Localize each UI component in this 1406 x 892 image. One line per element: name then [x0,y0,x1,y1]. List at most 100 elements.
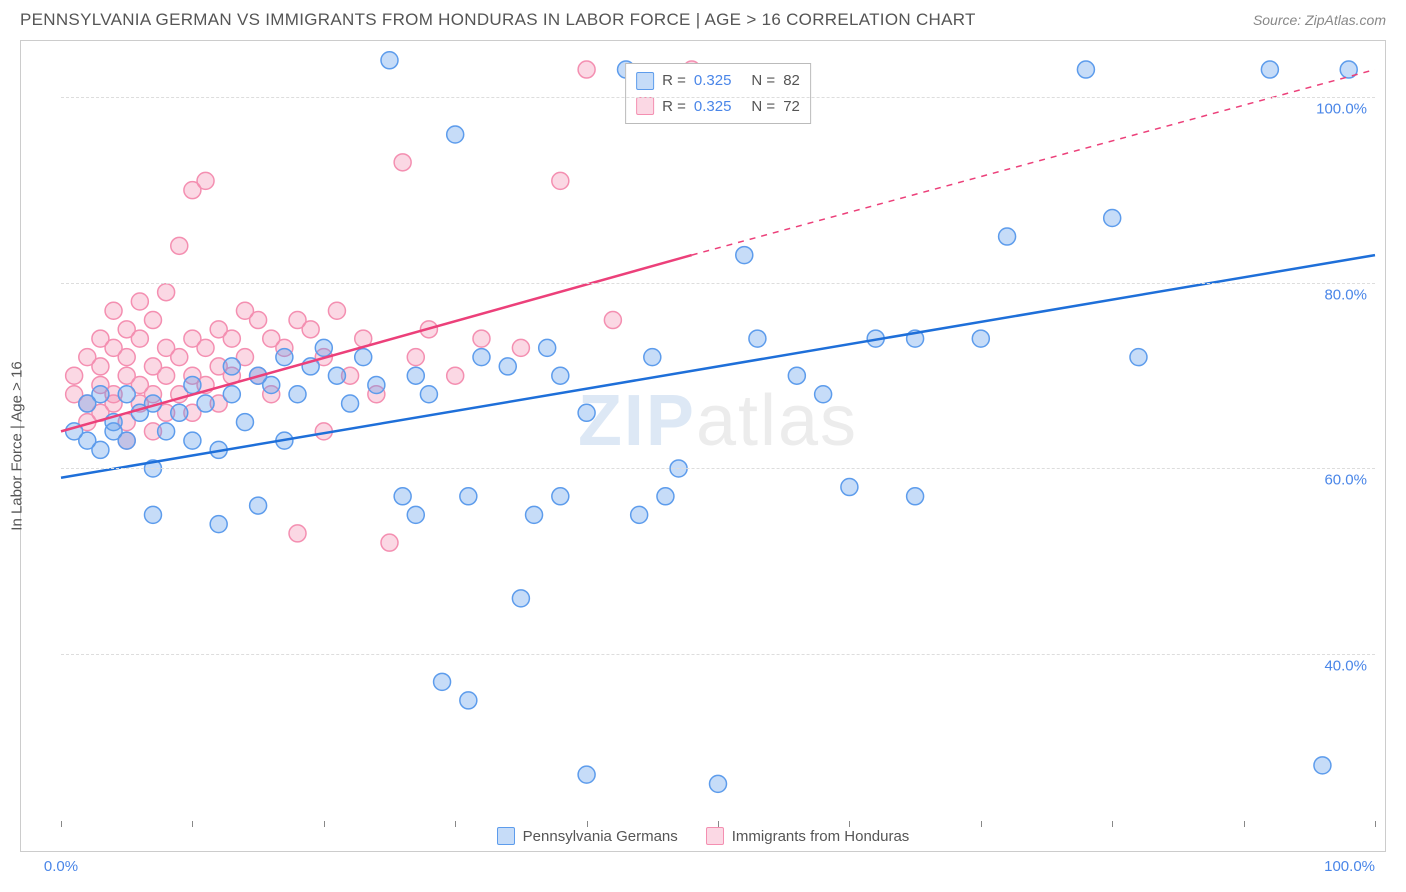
marker-blue [539,339,556,356]
marker-blue [749,330,766,347]
legend-swatch-pink [706,827,724,845]
marker-blue [1104,209,1121,226]
marker-pink [144,312,161,329]
stat-r-value: 0.325 [694,68,732,94]
marker-blue [184,376,201,393]
marker-pink [604,312,621,329]
marker-blue [644,349,661,366]
marker-blue [223,386,240,403]
marker-blue [1314,757,1331,774]
marker-blue [276,349,293,366]
legend-item-blue: Pennsylvania Germans [497,827,678,845]
marker-pink [66,367,83,384]
marker-blue [92,386,109,403]
stat-n-label: N = [751,68,775,94]
marker-pink [197,172,214,189]
ytick-label: 60.0% [1324,472,1367,489]
marker-blue [460,692,477,709]
marker-pink [92,358,109,375]
marker-blue [526,506,543,523]
marker-blue [407,367,424,384]
legend-swatch-pink [636,97,654,115]
marker-blue [710,775,727,792]
marker-blue [381,52,398,69]
marker-blue [512,590,529,607]
marker-blue [158,423,175,440]
marker-blue [407,506,424,523]
marker-blue [841,479,858,496]
marker-pink [171,349,188,366]
ytick-label: 80.0% [1324,286,1367,303]
trendline-blue [61,255,1375,478]
marker-pink [394,154,411,171]
marker-blue [999,228,1016,245]
gridline [61,468,1375,469]
legend-swatch-blue [497,827,515,845]
marker-pink [289,525,306,542]
marker-pink [447,367,464,384]
marker-blue [236,414,253,431]
marker-blue [631,506,648,523]
marker-blue [552,488,569,505]
plot-area: ZIPatlas R = 0.325 N = 82 R = 0.325 N = … [61,51,1375,821]
stats-legend: R = 0.325 N = 82 R = 0.325 N = 72 [625,63,811,124]
gridline [61,283,1375,284]
marker-blue [118,432,135,449]
marker-blue [1077,61,1094,78]
marker-blue [657,488,674,505]
marker-pink [158,367,175,384]
marker-pink [223,330,240,347]
marker-pink [512,339,529,356]
source-label: Source: ZipAtlas.com [1253,12,1386,28]
marker-pink [578,61,595,78]
footer-legend: Pennsylvania Germans Immigrants from Hon… [21,827,1385,845]
stat-r-label: R = [662,68,686,94]
marker-pink [118,349,135,366]
marker-blue [447,126,464,143]
stats-row-blue: R = 0.325 N = 82 [636,68,800,94]
plot-svg [61,51,1375,821]
legend-swatch-blue [636,72,654,90]
marker-pink [105,302,122,319]
marker-blue [499,358,516,375]
marker-blue [578,766,595,783]
marker-pink [131,330,148,347]
marker-pink [250,312,267,329]
marker-blue [788,367,805,384]
marker-blue [342,395,359,412]
xtick-label-right: 100.0% [1324,858,1375,875]
marker-blue [552,367,569,384]
chart-title: PENNSYLVANIA GERMAN VS IMMIGRANTS FROM H… [20,10,976,30]
marker-blue [144,506,161,523]
marker-blue [815,386,832,403]
legend-label: Pennsylvania Germans [523,828,678,845]
xtick-label-left: 0.0% [44,858,78,875]
gridline [61,654,1375,655]
marker-blue [263,376,280,393]
marker-pink [131,293,148,310]
marker-blue [1261,61,1278,78]
marker-blue [368,376,385,393]
trendline-pink-solid [61,255,692,431]
marker-pink [552,172,569,189]
marker-blue [92,441,109,458]
marker-blue [197,395,214,412]
ytick-label: 100.0% [1316,101,1367,118]
marker-pink [171,237,188,254]
marker-blue [907,488,924,505]
marker-blue [420,386,437,403]
marker-blue [355,349,372,366]
marker-blue [578,404,595,421]
marker-blue [972,330,989,347]
marker-pink [473,330,490,347]
marker-blue [223,358,240,375]
marker-pink [328,302,345,319]
y-axis-label: In Labor Force | Age > 16 [9,361,26,530]
marker-blue [736,247,753,264]
marker-blue [315,339,332,356]
marker-pink [407,349,424,366]
marker-blue [328,367,345,384]
marker-blue [460,488,477,505]
chart-area: In Labor Force | Age > 16 ZIPatlas R = 0… [20,40,1386,852]
marker-blue [434,673,451,690]
